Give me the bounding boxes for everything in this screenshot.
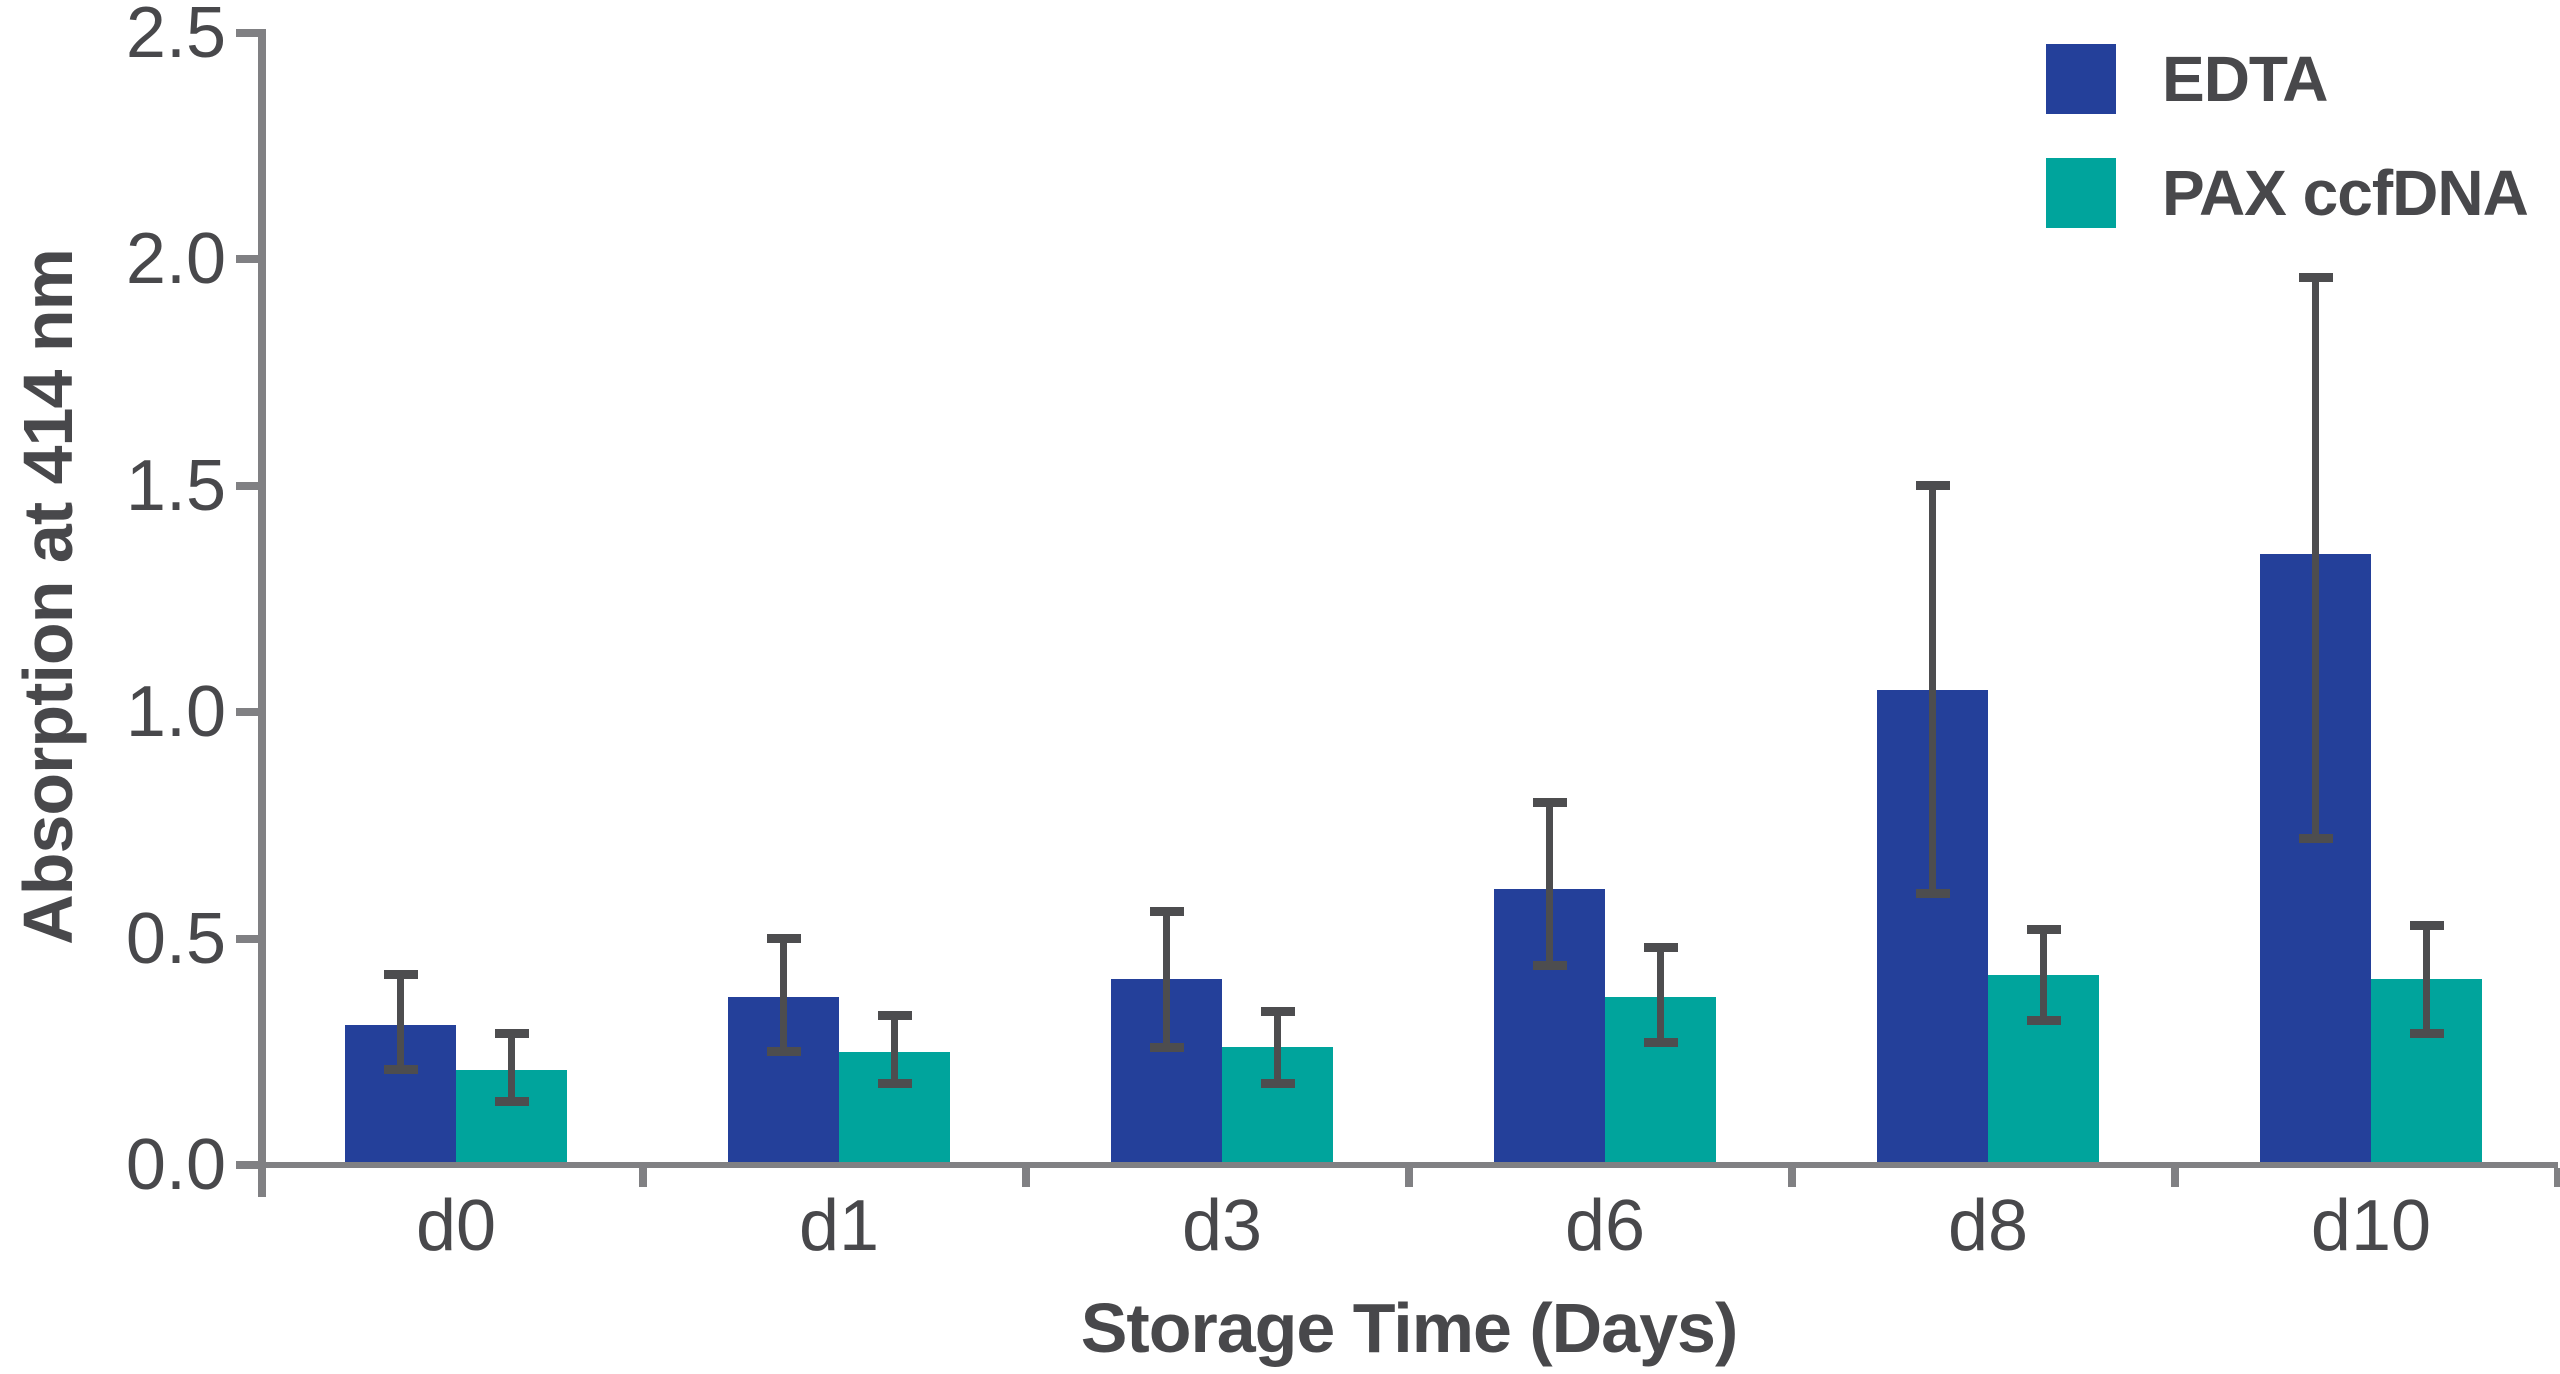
x-tick-after-d10 [2554, 1168, 2560, 1187]
errorbar-stem-pax-ccfdna-d8 [2040, 929, 2047, 1021]
errorbar-cap-top-pax-ccfdna-d0 [494, 1029, 529, 1039]
errorbar-cap-bottom-edta-d1 [766, 1047, 801, 1057]
y-tick-label-1.0: 1.0 [125, 672, 226, 753]
x-tick-label-d8: d8 [1947, 1186, 2029, 1266]
errorbar-cap-top-pax-ccfdna-d8 [2026, 925, 2061, 935]
legend: EDTA PAX ccfDNA [2046, 44, 2529, 272]
errorbar-cap-top-pax-ccfdna-d1 [877, 1011, 912, 1021]
legend-label-edta: EDTA [2162, 43, 2328, 115]
errorbar-cap-top-edta-d3 [1149, 906, 1184, 916]
errorbar-cap-top-pax-ccfdna-d10 [2409, 920, 2444, 930]
x-tick-after-d6 [1788, 1168, 1796, 1187]
errorbar-stem-pax-ccfdna-d10 [2423, 925, 2430, 1034]
errorbar-stem-pax-ccfdna-d0 [508, 1033, 515, 1102]
errorbar-stem-edta-d3 [1163, 911, 1170, 1048]
errorbar-cap-top-edta-d1 [766, 934, 801, 944]
errorbar-stem-edta-d8 [1929, 485, 1936, 894]
legend-item-pax-ccfdna: PAX ccfDNA [2046, 157, 2529, 229]
x-tick-label-d3: d3 [1181, 1186, 1263, 1266]
x-tick-label-d0: d0 [415, 1186, 497, 1266]
errorbar-cap-bottom-edta-d10 [2298, 834, 2333, 844]
y-tick-label-0.0: 0.0 [125, 1125, 226, 1205]
x-tick-after-d3 [1405, 1168, 1413, 1187]
errorbar-cap-bottom-pax-ccfdna-d6 [1643, 1038, 1678, 1048]
y-tick-0.5 [236, 934, 258, 943]
x-tick-label-d1: d1 [798, 1186, 880, 1266]
errorbar-cap-bottom-edta-d6 [1532, 961, 1567, 971]
y-tick-2.5 [236, 29, 258, 37]
errorbar-stem-pax-ccfdna-d1 [891, 1015, 898, 1084]
errorbar-cap-bottom-edta-d0 [383, 1065, 418, 1075]
y-tick-2.0 [236, 255, 258, 264]
legend-swatch-pax-ccfdna [2046, 158, 2116, 228]
errorbar-cap-bottom-edta-d3 [1149, 1042, 1184, 1052]
x-tick-after-d1 [1022, 1168, 1030, 1187]
errorbar-cap-top-edta-d10 [2298, 273, 2333, 282]
legend-swatch-edta [2046, 44, 2116, 114]
y-tick-label-2.5: 2.5 [125, 0, 226, 73]
x-tick-label-d6: d6 [1564, 1186, 1646, 1266]
x-tick-after-d0 [639, 1168, 647, 1187]
errorbar-cap-top-pax-ccfdna-d3 [1260, 1006, 1295, 1016]
x-axis-title: Storage Time (Days) [1080, 1289, 1739, 1367]
errorbar-cap-bottom-pax-ccfdna-d8 [2026, 1015, 2061, 1025]
y-tick-label-1.5: 1.5 [125, 445, 226, 526]
y-tick-1.5 [236, 481, 258, 490]
errorbar-cap-bottom-edta-d8 [1915, 888, 1950, 898]
x-tick-after-d8 [2171, 1168, 2179, 1187]
x-tick-label-d10: d10 [2310, 1186, 2432, 1266]
y-tick-1.0 [236, 708, 258, 717]
y-tick-label-2.0: 2.0 [125, 219, 226, 300]
errorbar-stem-edta-d10 [2312, 277, 2319, 839]
y-tick-label-0.5: 0.5 [125, 898, 226, 979]
legend-label-pax-ccfdna: PAX ccfDNA [2162, 157, 2529, 229]
errorbar-cap-bottom-pax-ccfdna-d3 [1260, 1078, 1295, 1088]
errorbar-stem-edta-d1 [780, 938, 787, 1052]
errorbar-stem-pax-ccfdna-d6 [1657, 947, 1664, 1043]
errorbar-cap-top-edta-d0 [383, 970, 418, 980]
legend-item-edta: EDTA [2046, 44, 2528, 114]
errorbar-stem-edta-d6 [1546, 802, 1553, 966]
y-tick-0.0 [236, 1161, 258, 1169]
errorbar-cap-top-edta-d8 [1915, 481, 1950, 491]
errorbar-cap-bottom-pax-ccfdna-d10 [2409, 1029, 2444, 1039]
errorbar-cap-top-pax-ccfdna-d6 [1643, 943, 1678, 953]
errorbar-cap-top-edta-d6 [1532, 798, 1567, 808]
x-axis-line [258, 1162, 2558, 1168]
errorbar-cap-bottom-pax-ccfdna-d1 [877, 1078, 912, 1088]
y-axis-line [258, 29, 266, 1197]
errorbar-stem-pax-ccfdna-d3 [1274, 1011, 1281, 1084]
errorbar-stem-edta-d0 [397, 974, 404, 1070]
errorbar-cap-bottom-pax-ccfdna-d0 [494, 1097, 529, 1107]
